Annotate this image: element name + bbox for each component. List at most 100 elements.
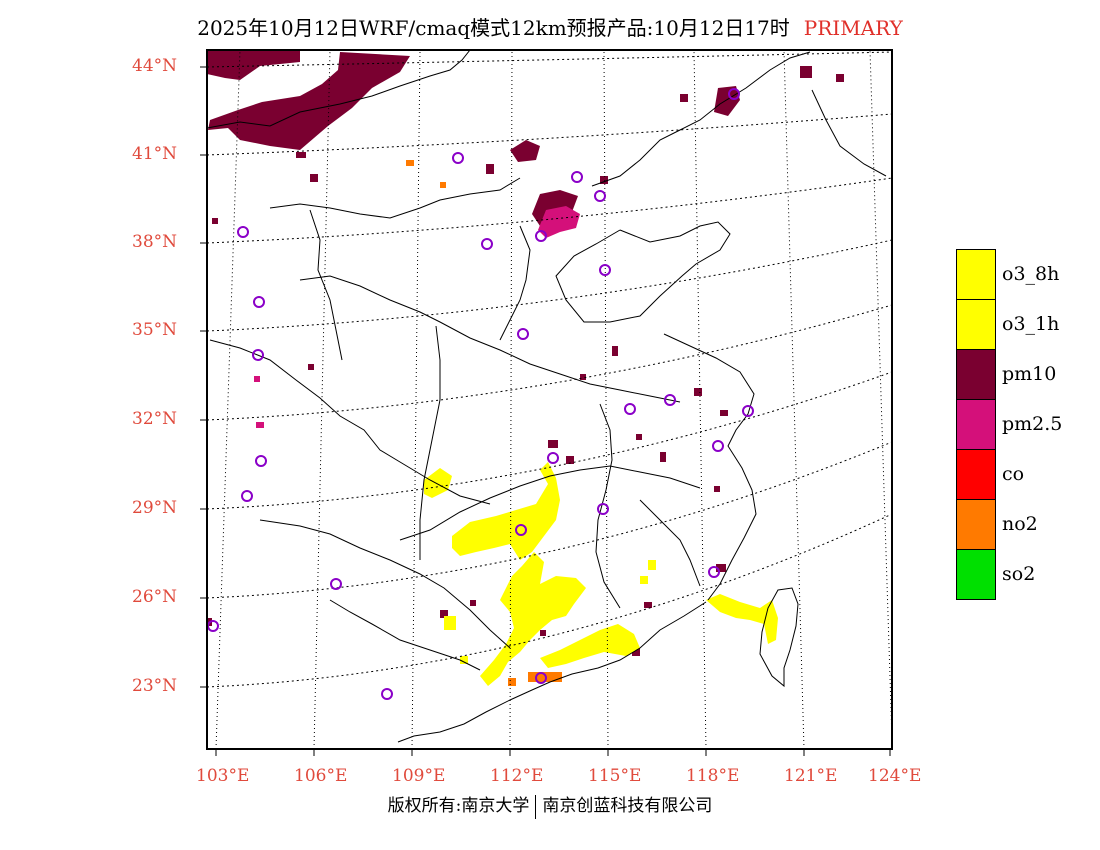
east-coast <box>663 333 757 601</box>
primary-pollutant-tag: PRIMARY <box>803 16 903 40</box>
station-circle <box>664 394 676 406</box>
pm10-dot <box>548 440 558 448</box>
station-circle <box>381 688 393 700</box>
interior-line-4 <box>399 465 701 541</box>
legend-label: pm2.5 <box>1002 413 1063 435</box>
station-circle <box>255 455 267 467</box>
interior-line-5 <box>329 599 481 671</box>
lon-label: 118°E <box>686 766 740 786</box>
pollutant-legend: o3_8h o3_1h pm10 pm2.5 co no2 so2 <box>956 249 1100 600</box>
o3-dot <box>640 576 648 584</box>
interior-line-7 <box>419 325 441 560</box>
legend-item: no2 <box>956 499 1100 550</box>
legend-item: o3_1h <box>956 299 1100 350</box>
axis-ticks <box>200 66 891 756</box>
station-circle <box>597 503 609 515</box>
legend-item: o3_8h <box>956 249 1100 300</box>
pm10-dot <box>694 388 702 396</box>
legend-label: no2 <box>1002 513 1038 535</box>
pm10-dot <box>296 152 306 158</box>
no2-dot <box>406 160 414 166</box>
pm10-dot <box>310 174 318 182</box>
station-circle <box>535 230 547 242</box>
pm10-dot <box>660 452 666 462</box>
o3-fujian-coast <box>706 594 778 644</box>
pm10-ordos <box>510 140 540 162</box>
lon-label: 121°E <box>784 766 838 786</box>
o3-areas <box>424 462 778 686</box>
title-text: 2025年10月12日WRF/cmaq模式12km预报产品:10月12日17时 <box>197 16 790 40</box>
legend-swatch <box>956 499 996 550</box>
lat-label: 38°N <box>132 232 178 252</box>
northern-border <box>207 50 471 129</box>
legend-swatch <box>956 349 996 400</box>
legend-swatch <box>956 449 996 500</box>
o3-hunan-central <box>452 462 560 560</box>
interior-line-1 <box>299 275 681 403</box>
legend-swatch <box>956 249 996 300</box>
station-circle <box>241 490 253 502</box>
pm10-dot <box>716 564 726 572</box>
lat-label: 32°N <box>132 409 178 429</box>
o3-dot <box>460 656 468 664</box>
pm10-dot <box>600 176 608 184</box>
legend-swatch <box>956 299 996 350</box>
pm10-north-band <box>207 50 300 80</box>
copyright-right: 南京创蓝科技有限公司 <box>542 796 713 816</box>
station-markers <box>207 88 754 700</box>
longitude-grid <box>215 50 892 749</box>
station-circle <box>712 440 724 452</box>
legend-label: o3_1h <box>1002 313 1060 335</box>
pm10-dot <box>566 456 574 464</box>
legend-label: o3_8h <box>1002 263 1060 285</box>
no2-dot <box>440 182 446 188</box>
pm25-dot <box>254 376 260 382</box>
station-circle <box>481 238 493 250</box>
station-circle <box>624 403 636 415</box>
northeast-coast <box>591 51 811 187</box>
station-circle <box>252 349 264 361</box>
pm10-dot <box>308 364 314 370</box>
northeast-border <box>811 89 887 177</box>
interior-line-8 <box>309 209 343 361</box>
interior-line-9 <box>499 225 531 341</box>
station-circle <box>742 405 754 417</box>
pm10-dot <box>612 346 618 356</box>
station-circle <box>571 171 583 183</box>
pm10-dot <box>486 164 494 174</box>
pm25-dot <box>256 422 264 428</box>
station-circle <box>515 524 527 536</box>
boundaries <box>207 50 887 743</box>
o3-chongqing-east <box>424 468 452 498</box>
lat-label: 41°N <box>132 144 178 164</box>
station-circle <box>517 328 529 340</box>
pm10-north-band-east <box>208 52 410 150</box>
lat-label: 44°N <box>132 56 178 76</box>
lat-32 <box>207 304 892 421</box>
lon-label: 106°E <box>294 766 348 786</box>
station-circle <box>547 452 559 464</box>
copyright-left: 版权所有:南京大学 <box>387 796 530 816</box>
lat-label: 26°N <box>132 587 178 607</box>
south-coast <box>397 601 707 743</box>
pm10-dot <box>836 74 844 82</box>
interior-line-10 <box>639 499 701 587</box>
lon-label: 103°E <box>196 766 250 786</box>
station-circle <box>452 152 464 164</box>
interior-line-2 <box>209 339 491 505</box>
map-title: 2025年10月12日WRF/cmaq模式12km预报产品:10月12日17时 P… <box>0 12 1100 41</box>
latitude-grid <box>207 51 892 688</box>
legend-item: pm2.5 <box>956 399 1100 450</box>
station-circle <box>728 88 740 100</box>
legend-label: pm10 <box>1002 363 1057 385</box>
station-circle <box>237 226 249 238</box>
legend-item: pm10 <box>956 349 1100 400</box>
station-circle <box>253 296 265 308</box>
legend-label: co <box>1002 463 1025 485</box>
station-circle <box>535 672 547 684</box>
interior-line-3 <box>259 519 511 649</box>
taiwan <box>759 587 799 688</box>
lon-label: 109°E <box>392 766 446 786</box>
pm10-dot <box>720 410 728 416</box>
copyright-footer: 版权所有:南京大学 南京创蓝科技有限公司 <box>0 791 1100 819</box>
